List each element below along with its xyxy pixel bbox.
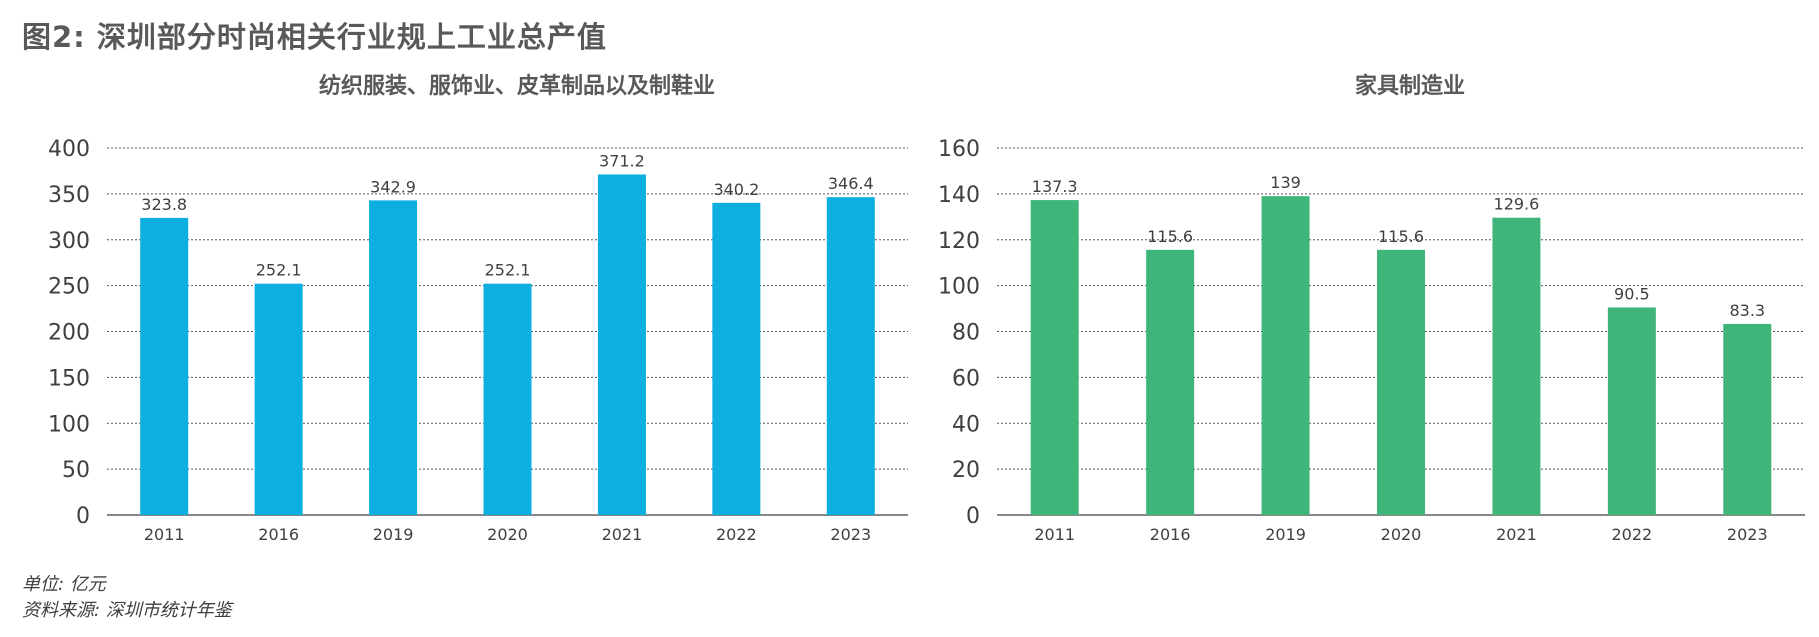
data-label: 137.3 xyxy=(1032,177,1078,196)
bar xyxy=(483,283,532,515)
data-label: 129.6 xyxy=(1494,195,1540,214)
y-tick-label: 400 xyxy=(48,137,90,162)
unit-note: 单位: 亿元 xyxy=(22,574,106,595)
y-tick-label: 120 xyxy=(938,229,980,254)
bar xyxy=(254,283,303,515)
data-label: 83.3 xyxy=(1729,301,1765,320)
data-label: 342.9 xyxy=(370,177,416,196)
data-label: 139 xyxy=(1270,173,1301,192)
bar xyxy=(140,217,189,515)
x-tick-label: 2022 xyxy=(1611,525,1652,544)
x-tick-label: 2011 xyxy=(144,525,185,544)
x-tick-label: 2023 xyxy=(1727,525,1768,544)
x-tick-label: 2021 xyxy=(1496,525,1537,544)
source-note: 资料来源: 深圳市统计年鉴 xyxy=(22,600,232,621)
data-label: 115.6 xyxy=(1147,227,1193,246)
y-tick-label: 150 xyxy=(48,366,90,391)
bar xyxy=(1492,217,1541,516)
x-tick-label: 2020 xyxy=(487,525,528,544)
furniture-manufacturing-chart: 家具制造业 0 20 40 60 80 100 120 140 160 137.3 2011 115.6… xyxy=(915,70,1819,550)
y-tick-label: 350 xyxy=(48,183,90,208)
y-tick-label: 100 xyxy=(48,412,90,437)
data-label: 371.2 xyxy=(599,151,645,170)
y-tick-label: 60 xyxy=(952,366,980,391)
y-tick-label: 200 xyxy=(48,321,90,346)
y-tick-label: 50 xyxy=(62,458,90,483)
y-tick-label: 250 xyxy=(48,275,90,300)
x-tick-label: 2023 xyxy=(830,525,871,544)
figure-title: 图2: 深圳部分时尚相关行业规上工业总产值 xyxy=(22,20,607,54)
data-label: 252.1 xyxy=(256,261,302,280)
data-label: 90.5 xyxy=(1614,284,1650,303)
bar xyxy=(1146,249,1195,515)
x-tick-label: 2011 xyxy=(1034,525,1075,544)
x-tick-label: 2021 xyxy=(602,525,643,544)
chart-svg-1: 家具制造业 0 20 40 60 80 100 120 140 160 137.3 2011 115.6… xyxy=(938,73,1805,544)
y-tick-label: 80 xyxy=(952,321,980,346)
x-tick-label: 2019 xyxy=(373,525,414,544)
bar xyxy=(1030,200,1079,516)
chart-title: 纺织服装、服饰业、皮革制品以及制鞋业 xyxy=(319,73,715,99)
y-tick-label: 40 xyxy=(952,412,980,437)
data-label: 252.1 xyxy=(485,261,531,280)
data-label: 346.4 xyxy=(828,174,874,193)
y-tick-label: 20 xyxy=(952,458,980,483)
textile-apparel-leather-footwear-chart: 纺织服装、服饰业、皮革制品以及制鞋业 0 50 100 150 200 250 300 350 4… xyxy=(0,70,915,550)
y-tick-label: 140 xyxy=(938,183,980,208)
x-tick-label: 2020 xyxy=(1381,525,1422,544)
data-label: 323.8 xyxy=(141,195,187,214)
bar xyxy=(1377,249,1425,515)
bar xyxy=(1607,307,1656,515)
bar xyxy=(712,202,761,515)
chart-title: 家具制造业 xyxy=(1355,73,1465,99)
data-label: 115.6 xyxy=(1378,227,1424,246)
bar xyxy=(369,200,418,515)
y-tick-label: 0 xyxy=(76,504,90,529)
x-tick-label: 2022 xyxy=(716,525,757,544)
y-tick-label: 160 xyxy=(938,137,980,162)
bar xyxy=(826,197,875,515)
x-tick-label: 2016 xyxy=(1150,525,1191,544)
data-label: 340.2 xyxy=(713,180,759,199)
y-tick-label: 100 xyxy=(938,275,980,300)
chart-svg-0: 纺织服装、服饰业、皮革制品以及制鞋业 0 50 100 150 200 250 300 350 4… xyxy=(48,73,908,544)
y-tick-label: 0 xyxy=(966,504,980,529)
bar xyxy=(597,174,646,515)
x-tick-label: 2019 xyxy=(1265,525,1306,544)
y-tick-label: 300 xyxy=(48,229,90,254)
bar xyxy=(1723,323,1772,515)
x-tick-label: 2016 xyxy=(258,525,299,544)
bar xyxy=(1261,196,1310,515)
